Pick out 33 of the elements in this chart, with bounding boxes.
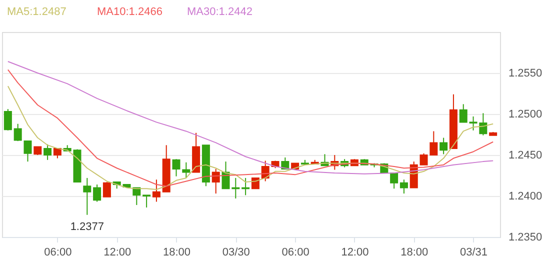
y-tick-label: 1.2350 <box>508 232 542 244</box>
candlestick <box>93 184 102 202</box>
candlestick <box>14 123 22 142</box>
candlestick <box>102 182 111 198</box>
x-tick-label: 06:00 <box>44 246 72 258</box>
candlestick <box>44 144 52 160</box>
candlestick <box>440 137 448 155</box>
x-tick-label: 03/30 <box>222 246 250 258</box>
y-tick-label: 1.2450 <box>508 150 542 162</box>
candlestick <box>390 172 398 190</box>
candlestick <box>4 108 12 131</box>
y-tick-label: 1.2500 <box>508 108 542 120</box>
text: MA30:1.2442 <box>187 6 252 18</box>
candlestick <box>400 179 408 194</box>
y-tick-label: 1.2400 <box>508 190 542 202</box>
x-tick-label: 03/31 <box>460 246 488 258</box>
candlestick <box>172 158 180 177</box>
x-tick-label: 18:00 <box>162 246 191 258</box>
candlestick <box>182 162 190 178</box>
x-tick-label: 12:00 <box>104 246 132 258</box>
text: MA10:1.2466 <box>97 6 162 18</box>
candlestick <box>459 104 468 123</box>
x-tick-label: 12:00 <box>341 246 369 258</box>
annotation: 1.2377 <box>70 220 104 233</box>
candlestick <box>142 194 151 208</box>
x-tick-label: 18:00 <box>400 246 428 258</box>
candlestick <box>152 179 160 202</box>
text: MA5:1.2487 <box>7 6 66 18</box>
candlestick <box>24 140 32 162</box>
candlestick <box>83 177 92 216</box>
y-tick-label: 1.2550 <box>508 68 542 80</box>
x-tick-label: 06:00 <box>282 246 310 258</box>
candlestick <box>212 168 220 194</box>
